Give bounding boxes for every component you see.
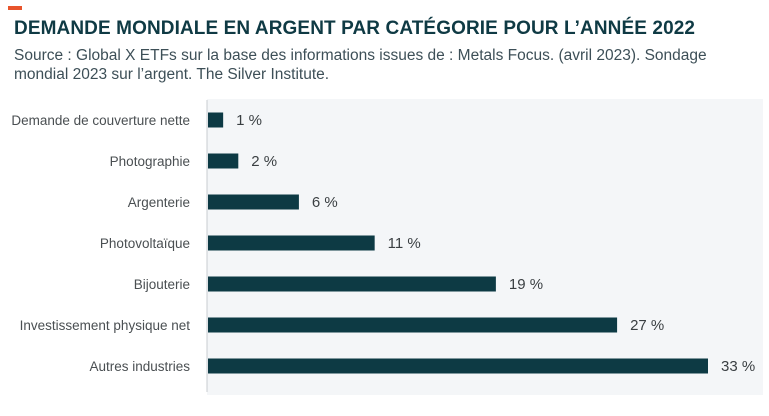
bar: [208, 194, 299, 210]
bar: [208, 276, 496, 292]
bar: [208, 153, 239, 169]
accent-bar: [8, 6, 22, 10]
bars-group: Demande de couverture nette 1 % Photograph…: [11, 112, 755, 375]
category-label: Argenterie: [128, 195, 190, 210]
bar: [208, 112, 224, 128]
category-label: Demande de couverture nette: [11, 113, 190, 128]
bar: [208, 235, 375, 251]
chart-subtitle: Source : Global X ETFs sur la base des i…: [14, 47, 707, 83]
bar: [208, 317, 618, 333]
value-label: 6 %: [312, 194, 338, 211]
category-label: Investissement physique net: [20, 318, 191, 333]
value-label: 33 %: [721, 358, 755, 375]
bar: [208, 358, 708, 374]
value-label: 27 %: [630, 317, 664, 334]
value-label: 19 %: [509, 276, 543, 293]
value-label: 11 %: [388, 235, 421, 252]
category-label: Photographie: [110, 154, 190, 169]
chart-title: DEMANDE MONDIALE EN ARGENT PAR CATÉGORIE…: [14, 18, 696, 39]
value-label: 1 %: [236, 112, 262, 129]
category-label: Autres industries: [89, 359, 190, 374]
category-label: Photovoltaïque: [100, 236, 190, 251]
value-label: 2 %: [251, 153, 277, 170]
category-label: Bijouterie: [134, 277, 190, 292]
